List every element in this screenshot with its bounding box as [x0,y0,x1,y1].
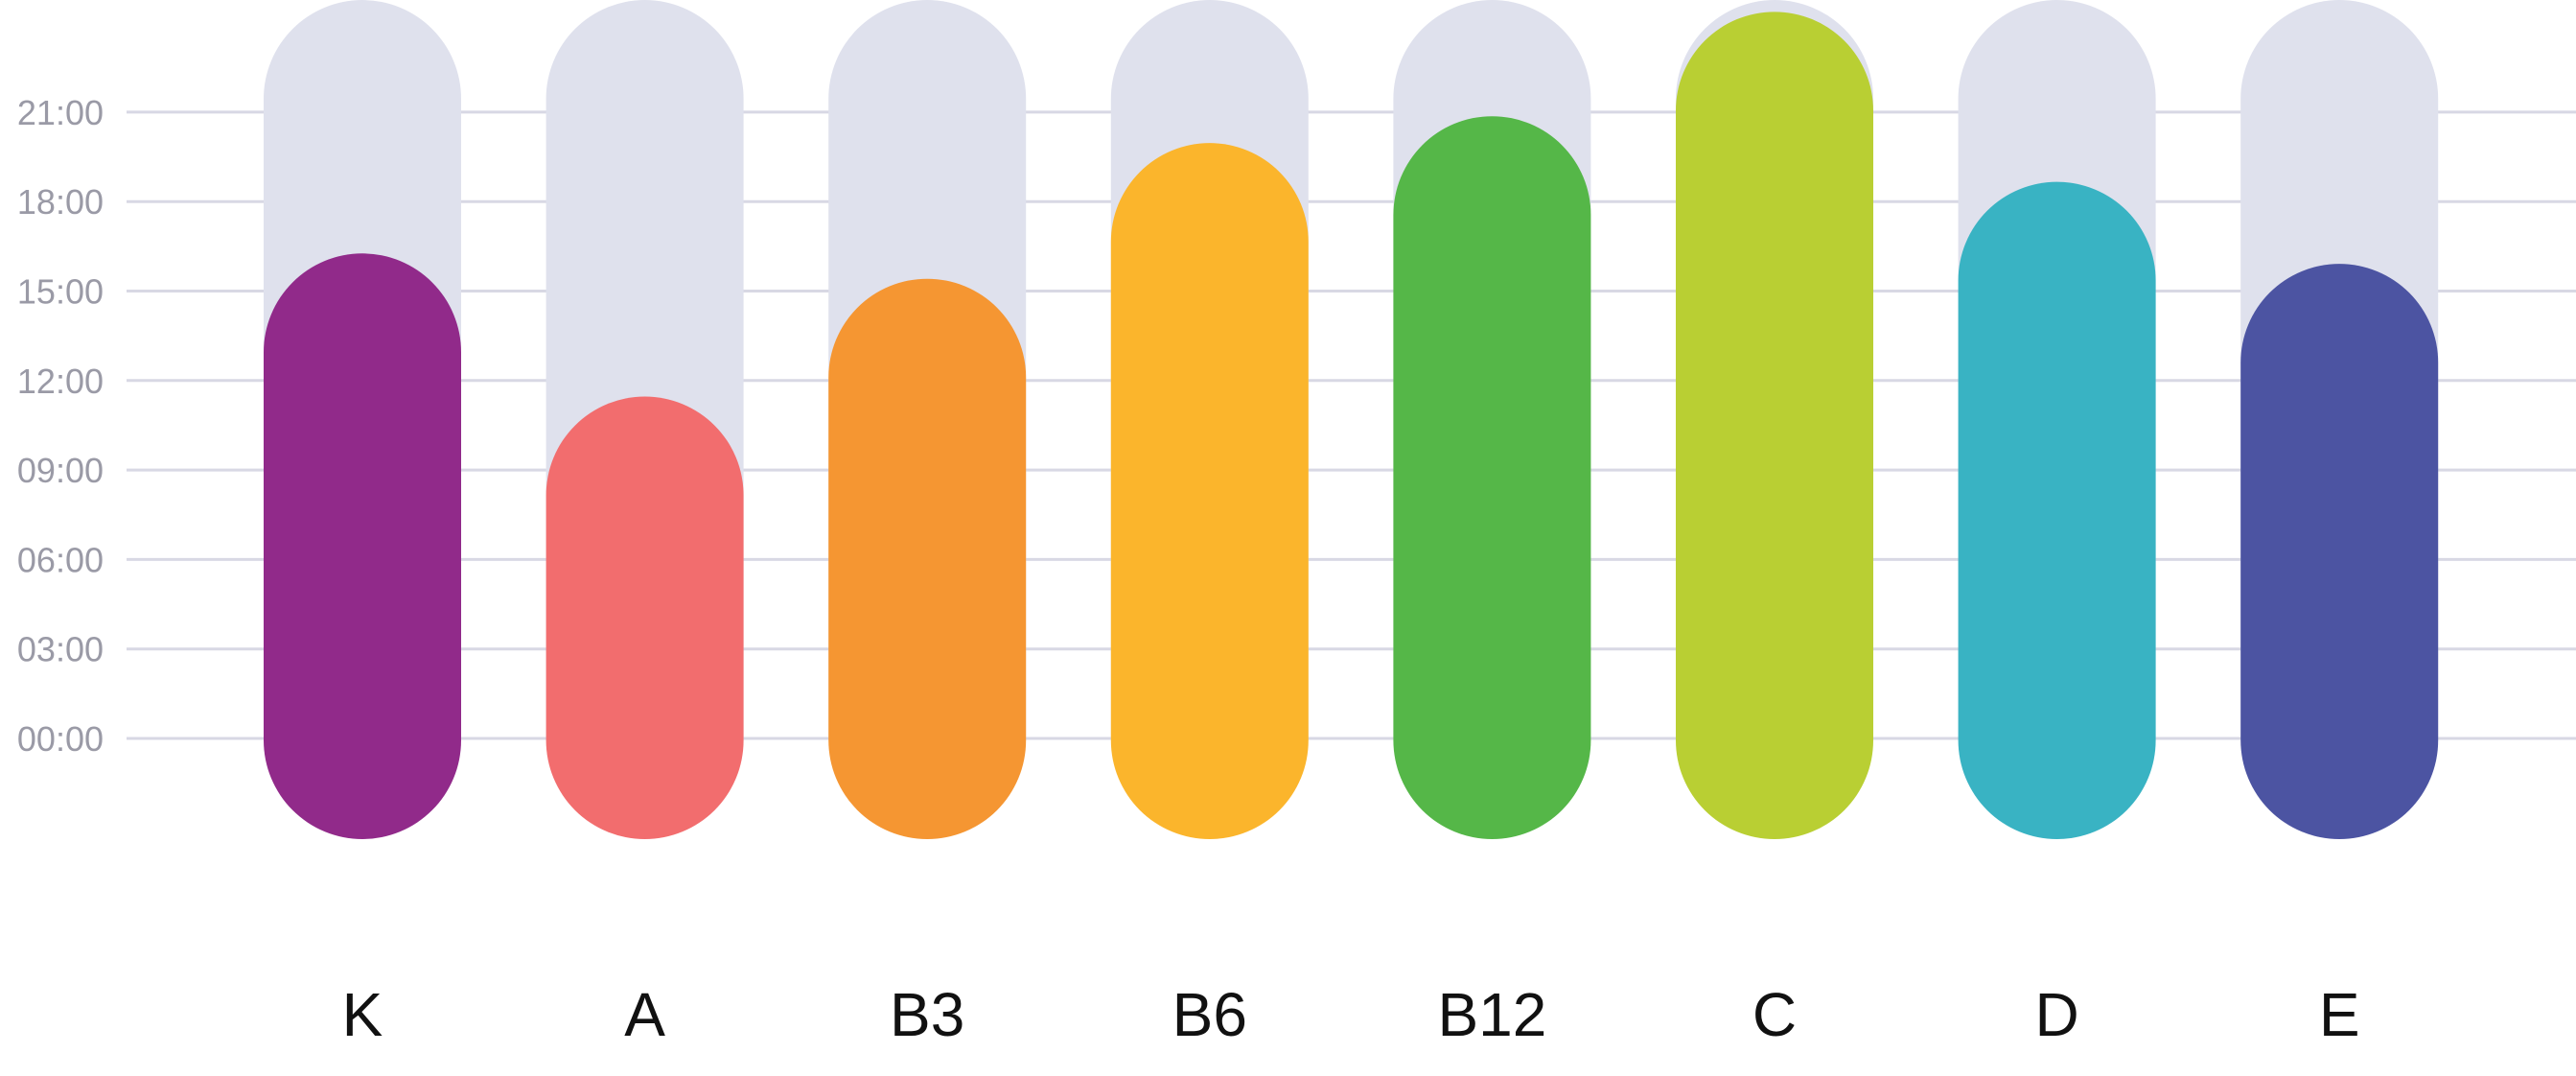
y-tick-label: 03:00 [17,630,104,669]
x-category-label: C [1752,980,1797,1049]
y-axis-ticks: 00:00 03:00 06:00 09:00 12:00 15:00 18:00 21:00 [17,93,104,759]
bar-c [1676,12,1873,839]
bar-k [264,253,461,839]
y-tick-label: 18:00 [17,182,104,222]
bar-b6 [1110,143,1309,840]
y-tick-label: 00:00 [17,719,104,759]
x-category-label: A [624,980,665,1049]
bar-d [1958,181,2156,840]
bar-e [2240,264,2439,839]
x-category-label: D [2034,980,2078,1049]
grid-lines [127,110,2576,740]
y-tick-label: 15:00 [17,272,104,312]
y-tick-label: 12:00 [17,362,104,401]
bar-a [545,396,744,839]
y-tick-label: 06:00 [17,540,104,579]
x-category-label: E [2319,980,2360,1049]
y-tick-label: 09:00 [17,451,104,490]
bars [264,12,2439,840]
x-axis-categories: K A B3 B6 B12 C D E [342,980,2360,1049]
y-tick-label: 21:00 [17,93,104,132]
bar-b3 [828,278,1027,839]
x-category-label: K [342,980,383,1049]
bar-b12 [1393,116,1591,839]
x-category-label: B6 [1172,980,1247,1049]
x-category-label: B12 [1437,980,1546,1049]
x-category-label: B3 [890,980,964,1049]
